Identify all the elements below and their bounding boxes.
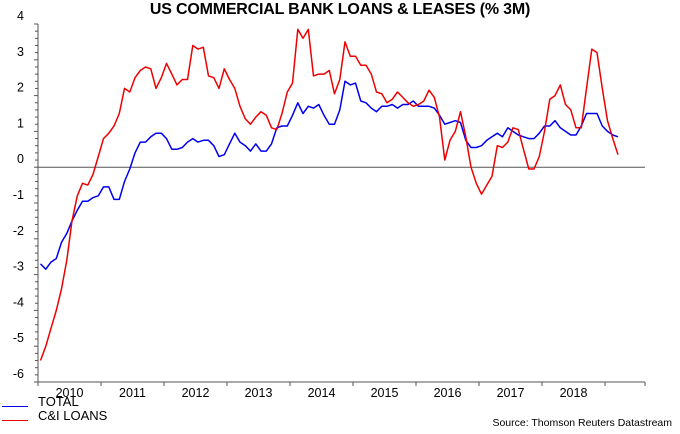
legend-item-total: TOTAL (2, 395, 107, 409)
x-tick-label: 2010 (56, 386, 84, 400)
legend-label-total: TOTAL (38, 394, 79, 409)
x-tick-label: 2013 (245, 386, 273, 400)
legend-swatch-ci-loans (2, 419, 28, 421)
series-line-c-i-loans (39, 28, 619, 361)
y-tick-label: 3 (17, 45, 24, 59)
y-axis: 4 3 2 1 0 -1 -2 -3 -4 -5 -6 (13, 9, 645, 383)
legend-label-ci-loans: C&I LOANS (38, 408, 108, 423)
legend-swatch-total (2, 405, 28, 407)
x-tick-label: 2018 (560, 386, 588, 400)
x-tick-label: 2011 (119, 386, 146, 400)
y-tick-label: 1 (17, 116, 24, 130)
x-tick-label: 2017 (497, 386, 525, 400)
source-note: Source: Thomson Reuters Datastream (492, 417, 672, 429)
x-tick-label: 2014 (308, 386, 336, 400)
y-tick-label: -2 (13, 224, 24, 238)
y-tick-label: -6 (13, 367, 24, 381)
chart-title: US COMMERCIAL BANK LOANS & LEASES (% 3M) (149, 1, 531, 18)
y-tick-label: 0 (17, 152, 24, 166)
y-tick-label: -5 (13, 331, 24, 345)
y-tick-label: -1 (13, 188, 24, 202)
x-tick-label: 2012 (182, 386, 210, 400)
chart-series (39, 28, 619, 361)
y-tick-label: 2 (17, 81, 24, 95)
legend: TOTAL C&I LOANS (2, 395, 107, 423)
legend-item-ci-loans: C&I LOANS (2, 409, 107, 423)
y-tick-label: -4 (13, 295, 24, 309)
x-tick-label: 2015 (371, 386, 399, 400)
y-tick-label: 4 (17, 9, 24, 23)
y-tick-label: -3 (13, 260, 24, 274)
x-tick-label: 2016 (434, 386, 462, 400)
x-axis: 2010 2011 2012 2013 2014 2015 2016 2017 2018 (37, 381, 646, 400)
series-line-total (39, 80, 619, 270)
